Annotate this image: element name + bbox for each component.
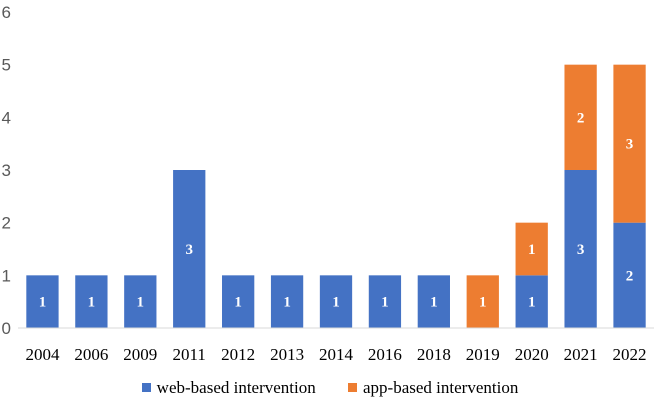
bar-web-2013 (270, 275, 304, 328)
y-tick-label: 1 (2, 266, 11, 285)
data-label-web-2004: 1 (39, 295, 47, 311)
legend-label-app: app-based intervention (363, 377, 519, 397)
data-label-web-2012: 1 (234, 295, 242, 311)
data-label-web-2016: 1 (381, 295, 389, 311)
x-tick-label: 2004 (25, 345, 60, 364)
data-label-web-2022: 2 (626, 268, 634, 284)
legend-label-web: web-based intervention (156, 377, 316, 397)
data-label-web-2006: 1 (88, 295, 96, 311)
bar-web-2021 (564, 170, 597, 328)
bar-web-2006 (75, 275, 108, 328)
bar-web-2012 (222, 275, 255, 328)
data-label-web-2011: 3 (185, 242, 193, 258)
data-label-web-2020: 1 (528, 295, 536, 311)
data-label-web-2014: 1 (332, 295, 340, 311)
bar-web-2014 (319, 275, 353, 328)
y-tick-label: 4 (2, 108, 11, 127)
legend-swatch-web (141, 383, 151, 392)
bar-app-2022 (613, 64, 646, 223)
bar-app-2020 (515, 222, 548, 276)
x-tick-label: 2019 (466, 345, 500, 364)
legend-item-app: app-based intervention (348, 378, 518, 398)
x-tick-label: 2006 (74, 345, 108, 364)
bar-web-2022 (613, 222, 646, 328)
x-tick-label: 2022 (613, 345, 647, 364)
bar-web-2020 (515, 275, 548, 328)
legend-item-web: web-based intervention (141, 377, 316, 398)
x-tick-label: 2018 (417, 345, 451, 364)
x-tick-label: 2013 (270, 345, 304, 364)
x-tick-label: 2020 (515, 345, 549, 364)
data-label-web-2013: 1 (283, 295, 291, 311)
legend: web-based intervention app-based interve… (0, 377, 660, 398)
y-tick-label: 6 (2, 3, 11, 22)
x-tick-label: 2012 (221, 345, 255, 364)
x-axis: 2004 2006 2009 2011 2012 2013 2014 2016 2018 2019… (25, 345, 646, 364)
y-tick-label: 2 (2, 214, 11, 233)
data-label-web-2009: 1 (137, 295, 145, 311)
y-tick-label: 3 (2, 161, 11, 180)
data-label-app-2022: 3 (626, 137, 634, 153)
x-tick-label: 2011 (173, 345, 206, 364)
data-label-web-2018: 1 (430, 295, 438, 311)
bar-app-2019 (466, 275, 499, 328)
stacked-bar-chart: 0 1 2 3 4 5 6 1 1 1 3 1 1 1 1 1 1 1 1 3 2 2 3 2004 2006 2009 201… (2, 3, 654, 364)
data-label-app-2021: 2 (577, 110, 585, 126)
data-label-web-2021: 3 (577, 242, 585, 258)
y-axis: 0 1 2 3 4 5 6 (2, 3, 11, 338)
bars-group: 1 1 1 3 1 1 1 1 1 1 1 1 3 2 2 3 (26, 64, 646, 328)
bar-app-2021 (564, 64, 597, 170)
data-label-app-2019: 1 (479, 295, 487, 311)
x-tick-label: 2009 (123, 345, 157, 364)
bar-web-2011 (173, 170, 206, 328)
bar-web-2009 (124, 275, 157, 328)
x-tick-label: 2021 (564, 345, 598, 364)
data-label-app-2020: 1 (528, 242, 536, 258)
x-tick-label: 2014 (319, 345, 354, 364)
y-tick-label: 5 (2, 56, 11, 75)
legend-swatch-app (348, 383, 358, 392)
x-tick-label: 2016 (368, 345, 402, 364)
bar-web-2016 (368, 275, 402, 328)
bar-web-2004 (26, 275, 59, 328)
bar-web-2018 (417, 275, 450, 328)
y-tick-label: 0 (2, 319, 11, 338)
